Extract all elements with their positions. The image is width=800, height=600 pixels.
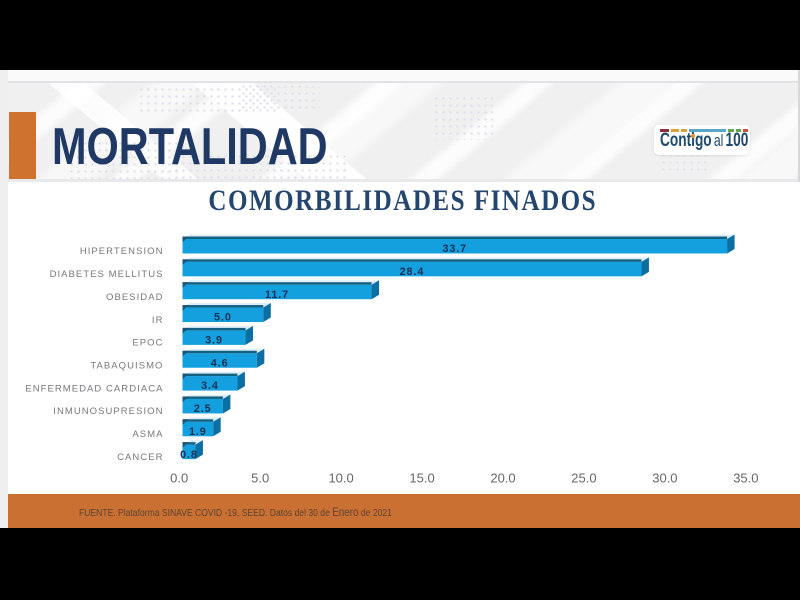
svg-text:CANCER: CANCER: [117, 452, 163, 463]
svg-text:0.0: 0.0: [170, 471, 188, 486]
svg-text:3.4: 3.4: [201, 380, 219, 392]
svg-text:20.0: 20.0: [490, 471, 515, 486]
svg-text:IR: IR: [152, 315, 164, 326]
svg-text:2.5: 2.5: [194, 403, 212, 415]
svg-text:1.9: 1.9: [189, 426, 207, 438]
svg-text:HIPERTENSION: HIPERTENSION: [80, 246, 164, 257]
svg-text:OBESIDAD: OBESIDAD: [106, 292, 164, 303]
svg-text:3.9: 3.9: [205, 335, 223, 347]
svg-text:INMUNOSUPRESION: INMUNOSUPRESION: [53, 406, 163, 417]
svg-text:35.0: 35.0: [733, 471, 758, 486]
svg-text:25.0: 25.0: [571, 471, 596, 486]
svg-text:TABAQUISMO: TABAQUISMO: [90, 360, 163, 371]
svg-text:33.7: 33.7: [442, 243, 467, 255]
svg-text:5.0: 5.0: [214, 312, 232, 324]
svg-text:28.4: 28.4: [400, 266, 425, 278]
svg-text:11.7: 11.7: [265, 289, 289, 301]
svg-text:ENFERMEDAD CARDIACA: ENFERMEDAD CARDIACA: [25, 383, 163, 394]
svg-text:10.0: 10.0: [328, 471, 353, 486]
svg-text:ASMA: ASMA: [132, 429, 163, 440]
svg-text:DIABETES MELLITUS: DIABETES MELLITUS: [50, 269, 164, 280]
svg-text:4.6: 4.6: [211, 357, 229, 369]
svg-text:EPOC: EPOC: [132, 338, 163, 349]
svg-text:0.8: 0.8: [180, 449, 198, 461]
svg-text:5.0: 5.0: [251, 471, 269, 486]
svg-text:30.0: 30.0: [652, 471, 677, 486]
svg-text:15.0: 15.0: [409, 471, 434, 486]
